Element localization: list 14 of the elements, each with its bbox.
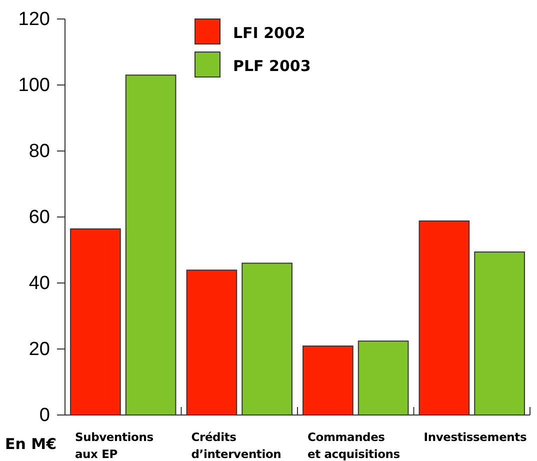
legend-label: LFI 2002 — [233, 24, 306, 42]
y-tick-label: 100 — [18, 75, 50, 96]
x-tick-label: Investissements — [424, 430, 527, 444]
y-tick-label: 80 — [28, 141, 50, 162]
y-tick-label: 120 — [18, 9, 50, 30]
y-tick-label: 20 — [28, 339, 50, 360]
x-tick-label: Crédits d’intervention — [191, 430, 282, 461]
y-tick-label: 0 — [39, 405, 50, 426]
x-tick-label: Subventions aux EP — [75, 430, 154, 461]
x-tick-label: Commandes et acquisitions — [308, 430, 400, 461]
legend-label: PLF 2003 — [233, 57, 311, 75]
y-tick-label: 60 — [28, 207, 50, 228]
y-axis-title: En M€ — [5, 435, 57, 453]
y-tick-label: 40 — [28, 273, 50, 294]
